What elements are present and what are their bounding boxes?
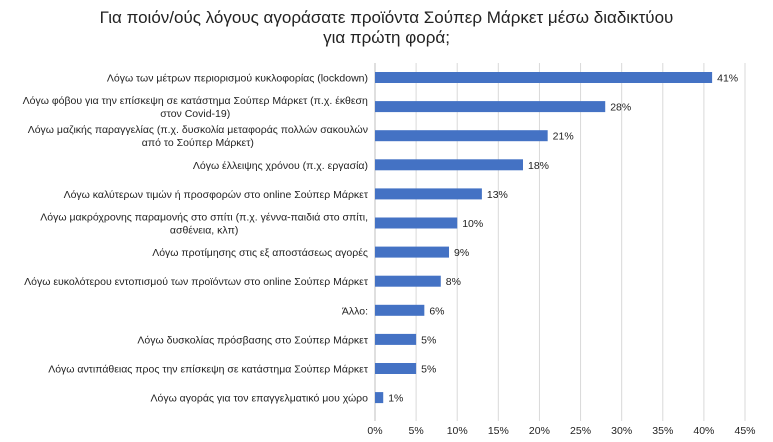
- chart-title-line: Για ποιόν/ούς λόγους αγοράσατε προϊόντα …: [99, 8, 674, 27]
- category-label: Λόγω προτίμησης στις εξ αποστάσεως αγορέ…: [152, 247, 368, 259]
- bars: [375, 72, 713, 404]
- data-label: 21%: [553, 131, 574, 143]
- category-label-line: στον Covid-19): [160, 108, 230, 120]
- x-tick-label: 25%: [570, 425, 591, 437]
- data-label: 18%: [528, 160, 549, 172]
- category-label-line: Λόγω μακρόχρονης παραμονής στο σπίτι (π.…: [40, 212, 368, 224]
- category-label-line: Λόγω ευκολότερου εντοπισμού των προϊόντω…: [24, 276, 369, 288]
- data-label: 10%: [462, 218, 483, 230]
- bar: [375, 304, 425, 316]
- category-label: Λόγω καλύτερων τιμών ή προσφορών στο onl…: [64, 189, 369, 201]
- bar: [375, 275, 441, 287]
- data-label: 6%: [429, 305, 444, 317]
- data-label: 5%: [421, 334, 436, 346]
- data-label: 28%: [610, 102, 631, 114]
- category-label-line: Λόγω έλλειψης χρόνου (π.χ. εργασία): [193, 160, 368, 172]
- category-label: Άλλο:: [342, 305, 368, 317]
- category-label-line: Λόγω μαζικής παραγγελίας (π.χ. δυσκολία …: [28, 124, 368, 136]
- data-label: 9%: [454, 247, 469, 259]
- data-label: 8%: [446, 276, 461, 288]
- category-label: Λόγω αγοράς για τον επαγγελματικό μου χώ…: [150, 393, 368, 405]
- category-label-line: Λόγω αγοράς για τον επαγγελματικό μου χώ…: [150, 393, 368, 405]
- category-label: Λόγω έλλειψης χρόνου (π.χ. εργασία): [193, 160, 368, 172]
- bar: [375, 333, 417, 345]
- category-label: Λόγω φόβου για την επίσκεψη σε κατάστημα…: [23, 95, 368, 120]
- bar: [375, 392, 384, 404]
- category-label-line: Λόγω προτίμησης στις εξ αποστάσεως αγορέ…: [152, 247, 368, 259]
- category-label: Λόγω ευκολότερου εντοπισμού των προϊόντω…: [24, 276, 369, 288]
- x-tick-label: 10%: [447, 425, 468, 437]
- data-label: 1%: [388, 393, 403, 405]
- category-label: Λόγω δυσκολίας πρόσβασης στο Σούπερ Μάρκ…: [137, 334, 368, 346]
- category-label-line: Λόγω των μέτρων περιορισμού κυκλοφορίας …: [107, 73, 368, 85]
- gridlines: [374, 63, 746, 421]
- category-label-line: Άλλο:: [342, 305, 368, 317]
- category-label-line: Λόγω καλύτερων τιμών ή προσφορών στο onl…: [64, 189, 369, 201]
- x-tick-label: 15%: [488, 425, 509, 437]
- x-tick-label: 5%: [409, 425, 424, 437]
- category-label: Λόγω μαζικής παραγγελίας (π.χ. δυσκολία …: [28, 124, 368, 149]
- bar: [375, 188, 482, 200]
- category-label-line: Λόγω αντιπάθειας προς την επίσκεψη σε κα…: [48, 364, 369, 376]
- bar: [375, 217, 458, 229]
- chart-title-line: για πρώτη φορά;: [323, 28, 450, 47]
- category-label: Λόγω των μέτρων περιορισμού κυκλοφορίας …: [107, 73, 368, 85]
- category-label: Λόγω μακρόχρονης παραμονής στο σπίτι (π.…: [40, 212, 368, 237]
- chart-title: Για ποιόν/ούς λόγους αγοράσατε προϊόντα …: [0, 8, 773, 48]
- bar: [375, 130, 548, 142]
- category-label-line: ασθένεια, κλπ): [170, 225, 238, 237]
- x-tick-label: 45%: [734, 425, 755, 437]
- x-tick-label: 20%: [529, 425, 550, 437]
- category-label-line: Λόγω δυσκολίας πρόσβασης στο Σούπερ Μάρκ…: [137, 334, 368, 346]
- x-tick-label: 35%: [652, 425, 673, 437]
- bar: [375, 159, 523, 171]
- bar: [375, 101, 606, 113]
- x-tick-label: 40%: [693, 425, 714, 437]
- data-label: 13%: [487, 189, 508, 201]
- category-label-line: Λόγω φόβου για την επίσκεψη σε κατάστημα…: [23, 95, 368, 107]
- labels: 0% 5% 10% 15% 20% 25% 30% 35% 40% 45% 41% Λόγω των …: [23, 73, 756, 438]
- data-label: 5%: [421, 364, 436, 376]
- bar: [375, 363, 417, 374]
- category-label: Λόγω αντιπάθειας προς την επίσκεψη σε κα…: [48, 364, 369, 376]
- x-tick-label: 0%: [367, 425, 382, 437]
- category-label-line: από το Σούπερ Μάρκετ): [142, 137, 254, 149]
- bar: [375, 246, 449, 258]
- bar: [375, 72, 713, 83]
- data-label: 41%: [717, 73, 738, 85]
- x-tick-label: 30%: [611, 425, 632, 437]
